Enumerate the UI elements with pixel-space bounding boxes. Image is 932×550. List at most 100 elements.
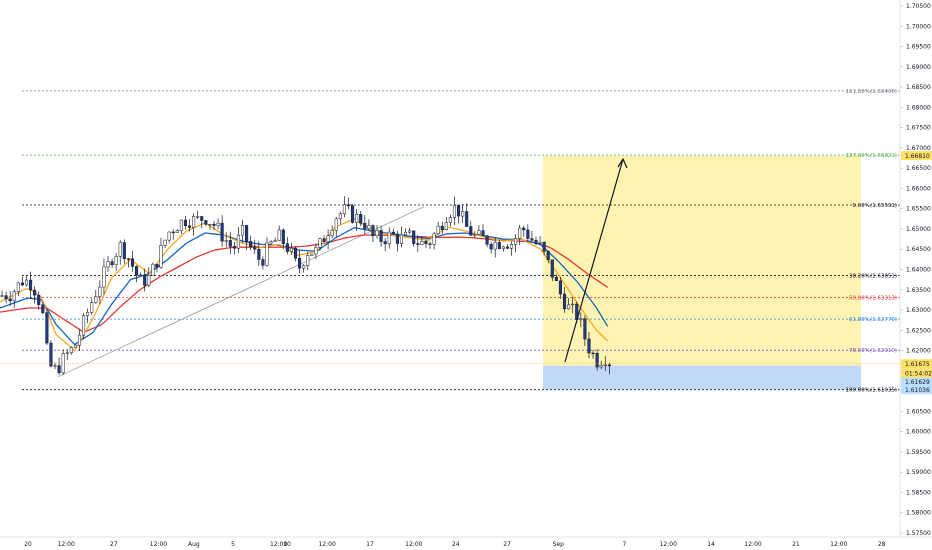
x-tick-label: 10 (283, 541, 291, 548)
price-badge (901, 368, 932, 378)
candles (0, 196, 611, 375)
candle-up (192, 216, 196, 228)
candle-down (49, 342, 53, 367)
y-tick-label: 1.58000 (906, 510, 931, 517)
candle-down (465, 211, 469, 227)
candle-up (139, 274, 143, 276)
candle-up (82, 315, 86, 336)
x-tick-label: 12:00 (744, 541, 761, 548)
x-tick-label: 24 (452, 541, 460, 548)
candle-down (33, 289, 37, 296)
candle-down (391, 231, 395, 235)
candle-down (212, 223, 216, 226)
candle-up (326, 235, 330, 242)
candle-down (245, 225, 249, 242)
candle-up (73, 344, 77, 348)
candle-up (86, 312, 90, 316)
candle-up (603, 364, 607, 366)
x-tick-label: 12:00 (660, 541, 677, 548)
candle-up (477, 230, 481, 235)
candle-down (232, 246, 236, 249)
y-tick-label: 1.60000 (906, 429, 931, 436)
x-tick-label: 12:00 (150, 541, 167, 548)
arrow-head (617, 157, 628, 169)
candle-down (29, 279, 33, 291)
target-zone (543, 155, 861, 366)
candle-down (558, 280, 562, 295)
candle-down (322, 238, 326, 242)
fib-label: 100.00%(1.61035) (845, 388, 897, 394)
candle-down (440, 225, 444, 231)
candle-up (334, 218, 338, 231)
x-tick-label: 20 (24, 541, 32, 548)
candle-down (379, 230, 383, 242)
candle-up (518, 227, 522, 239)
y-tick-label: 1.70000 (906, 23, 931, 30)
candle-down (351, 205, 355, 223)
candle-down (456, 205, 461, 217)
candle-down (183, 219, 188, 227)
candle-down (200, 216, 204, 221)
candle-up (240, 225, 245, 236)
candle-down (45, 312, 49, 344)
candle-up (167, 231, 171, 241)
fibonacci-levels: 161.80%(1.68406) 127.00%(1.66821) 0.00%(1.… (22, 89, 900, 394)
x-tick-label: 12:00 (405, 541, 422, 548)
candle-up (452, 205, 457, 218)
fib-label: 78.60%(1.62010) (849, 348, 897, 354)
y-tick-label: 1.58500 (906, 489, 931, 496)
candle-down (542, 241, 546, 252)
moving-averages (0, 218, 609, 352)
candle-up (342, 204, 346, 215)
x-tick-label: 12:00 (58, 541, 75, 548)
candle-up (12, 291, 16, 302)
candle-down (204, 220, 208, 225)
candle-up (118, 242, 122, 257)
x-tick-label: Sep (553, 541, 565, 548)
candle-down (249, 241, 253, 247)
candle-down (110, 261, 114, 265)
y-tick-label: 1.64000 (906, 267, 931, 274)
candle-down (371, 225, 375, 236)
candle-down (424, 241, 428, 245)
candle-up (94, 296, 98, 303)
candle-up (493, 242, 497, 250)
x-tick-label: 12:00 (270, 541, 287, 548)
candle-up (314, 247, 318, 255)
y-tick-label: 1.67500 (906, 125, 931, 132)
candle-down (261, 259, 265, 266)
candle-down (416, 243, 420, 245)
candle-up (151, 263, 155, 276)
fib-label: 61.80%(1.62776) (849, 317, 897, 323)
y-tick-label: 1.65500 (906, 206, 931, 213)
price-badge (901, 359, 932, 369)
price-badge-label: 1.61675 (905, 361, 930, 368)
candle-down (489, 244, 493, 250)
candle-down (220, 222, 224, 242)
candle-up (436, 225, 440, 235)
candle-up (163, 239, 167, 246)
candle-down (57, 365, 61, 374)
y-tick-label: 1.64500 (906, 246, 931, 253)
y-tick-label: 1.59000 (906, 469, 931, 476)
candle-down (607, 364, 611, 367)
y-tick-label: 1.68000 (906, 104, 931, 111)
price-badge-label: 1.61629 (905, 379, 930, 386)
x-tick-label: 27 (503, 541, 511, 548)
x-tick-label: 14 (707, 541, 715, 548)
price-badge-label: 1.66810 (905, 153, 930, 160)
candle-up (273, 240, 277, 242)
candle-down (412, 230, 416, 244)
x-tick-label: 12:00 (830, 541, 847, 548)
candle-down (534, 240, 538, 244)
candle-down (298, 257, 302, 269)
candle-up (509, 244, 514, 249)
candle-up (159, 245, 163, 268)
y-tick-label: 1.59500 (906, 449, 931, 456)
candle-down (526, 229, 530, 239)
y-tick-label: 1.65000 (906, 226, 931, 233)
candle-up (65, 352, 69, 354)
